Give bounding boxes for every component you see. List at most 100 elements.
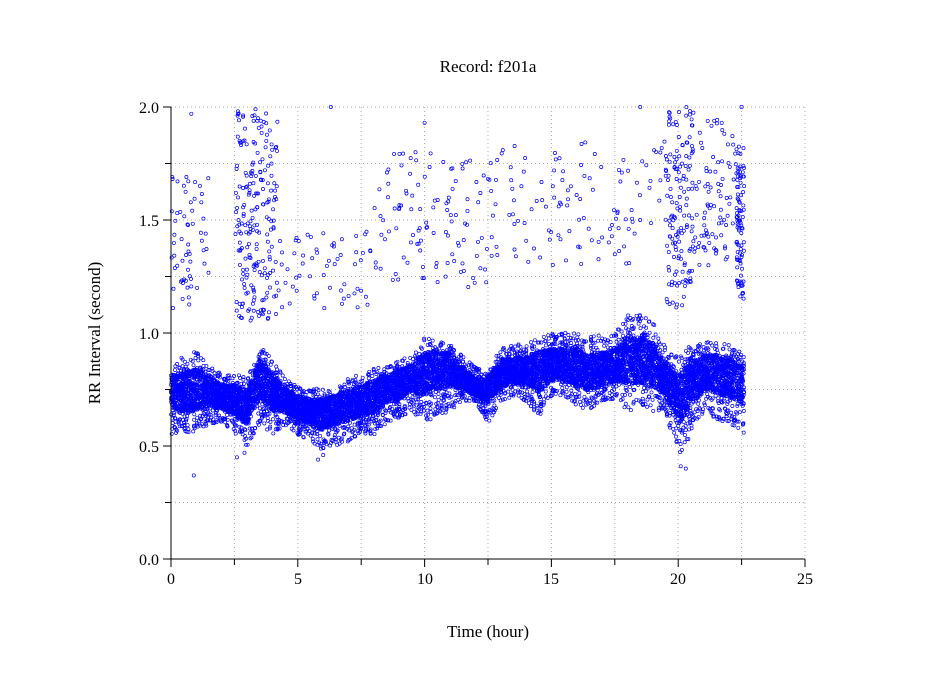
data-point	[260, 402, 265, 407]
data-point	[202, 374, 207, 379]
data-point	[185, 423, 190, 428]
data-point	[186, 410, 191, 415]
data-point	[210, 408, 215, 413]
data-point	[174, 430, 178, 435]
data-point	[190, 375, 195, 380]
data-point	[206, 380, 211, 385]
data-point	[194, 395, 199, 399]
data-point	[175, 388, 180, 393]
data-point	[350, 430, 355, 435]
data-point	[196, 352, 201, 357]
data-point	[274, 364, 279, 369]
data-point	[175, 402, 180, 407]
data-point	[178, 401, 183, 406]
data-point	[184, 417, 189, 421]
data-point	[190, 382, 194, 387]
data-point	[213, 411, 218, 416]
data-point	[194, 366, 199, 371]
data-point	[203, 391, 208, 396]
data-point	[195, 353, 200, 358]
data-point	[239, 425, 244, 430]
data-point	[227, 373, 232, 378]
data-point	[192, 426, 197, 431]
data-point	[183, 404, 188, 409]
data-point	[304, 390, 309, 394]
data-point	[172, 386, 177, 391]
data-point	[173, 419, 178, 424]
data-point	[178, 372, 183, 377]
data-point	[203, 397, 208, 402]
data-point	[191, 429, 196, 434]
data-point	[182, 376, 187, 381]
data-point	[186, 368, 191, 373]
data-point	[171, 379, 176, 384]
data-point	[209, 415, 214, 420]
data-point	[195, 380, 200, 385]
data-point	[186, 427, 191, 432]
data-point	[237, 424, 242, 429]
data-point	[201, 387, 206, 392]
data-point	[376, 366, 381, 370]
data-point	[213, 387, 218, 392]
data-point	[211, 382, 216, 387]
data-point	[171, 390, 176, 395]
data-point	[192, 417, 197, 422]
data-point	[318, 433, 323, 438]
data-point	[217, 413, 222, 418]
data-point	[215, 374, 220, 379]
data-point	[218, 372, 223, 377]
data-point	[195, 424, 200, 429]
data-point	[280, 373, 285, 378]
data-point	[171, 412, 176, 417]
data-point	[195, 415, 200, 420]
data-point	[192, 412, 197, 417]
data-point	[187, 402, 192, 407]
data-point	[195, 351, 200, 356]
data-point	[207, 406, 212, 411]
data-point	[271, 417, 275, 422]
data-point	[188, 357, 193, 362]
data-point	[182, 421, 187, 426]
data-point	[210, 421, 215, 426]
data-point	[207, 412, 212, 417]
data-point	[216, 395, 221, 400]
data-point	[186, 378, 191, 383]
data-point	[172, 411, 177, 416]
data-point	[182, 392, 187, 397]
data-point	[195, 396, 200, 401]
data-point	[360, 375, 365, 380]
data-point	[195, 383, 200, 388]
data-point	[202, 380, 207, 385]
data-point	[204, 364, 209, 369]
data-point	[176, 377, 181, 382]
data-point	[214, 397, 219, 402]
data-point	[176, 382, 181, 387]
data-point	[207, 403, 212, 408]
data-point	[184, 389, 189, 394]
data-point	[213, 412, 218, 417]
data-point	[171, 373, 176, 378]
data-point	[194, 420, 199, 425]
data-point	[203, 419, 208, 424]
data-point	[186, 374, 191, 379]
data-point	[204, 411, 209, 416]
data-point	[207, 373, 212, 378]
data-point	[208, 385, 213, 390]
data-point	[211, 393, 216, 397]
data-point	[382, 422, 387, 427]
data-point	[194, 367, 199, 372]
data-point	[196, 392, 201, 397]
data-point	[171, 398, 176, 403]
data-point	[173, 393, 178, 398]
data-point	[370, 374, 375, 378]
data-point	[196, 394, 201, 399]
data-point	[196, 358, 201, 363]
data-point	[198, 374, 203, 379]
data-point	[203, 421, 208, 426]
data-point	[177, 424, 182, 429]
data-point	[336, 435, 341, 440]
data-point	[183, 402, 188, 407]
grid-lines	[171, 106, 806, 559]
data-point	[200, 422, 205, 427]
